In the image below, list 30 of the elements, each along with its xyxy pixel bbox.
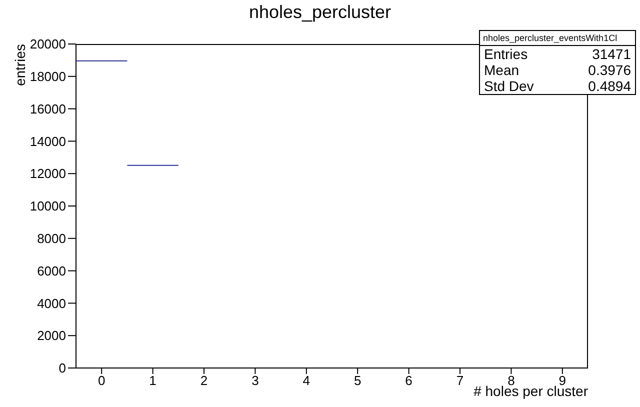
annotation: Std Dev [484, 78, 534, 94]
y-tick-label: 14000 [30, 134, 66, 149]
x-tick-label: 9 [558, 373, 566, 388]
y-tick-label: 18000 [30, 69, 66, 84]
x-tick-label: 6 [405, 373, 412, 388]
annotation: Entries [484, 46, 528, 62]
y-tick-label: 8000 [37, 231, 66, 246]
text: 31471 [592, 46, 631, 62]
y-tick-label: 6000 [37, 263, 66, 278]
x-tick-label: 7 [456, 373, 464, 388]
y-tick-label: 20000 [30, 36, 66, 52]
annotation: Mean [484, 62, 520, 78]
x-tick-label: 4 [302, 373, 310, 388]
text: nholes_percluster_eventsWith1Cl [480, 31, 635, 46]
x-tick-label: 2 [200, 373, 208, 388]
y-axis-title: entries [12, 44, 28, 86]
x-tick-label: 0 [98, 373, 106, 388]
y-tick-label: 4000 [37, 296, 66, 311]
y-tick-label: 12000 [30, 166, 66, 182]
x-tick-label: 3 [252, 373, 259, 388]
y-tick-label: 10000 [30, 198, 66, 214]
text: 0.3976 [588, 62, 631, 78]
y-tick-label: 16000 [30, 101, 66, 116]
x-tick-label: 1 [149, 373, 156, 388]
chart-title: nholes_percluster [248, 2, 392, 23]
x-tick-label: 8 [508, 373, 515, 388]
x-tick-label: 5 [354, 373, 362, 388]
y-tick-label: 0 [58, 360, 66, 376]
y-tick-label: 2000 [37, 328, 66, 344]
text: 0.4894 [588, 78, 631, 94]
